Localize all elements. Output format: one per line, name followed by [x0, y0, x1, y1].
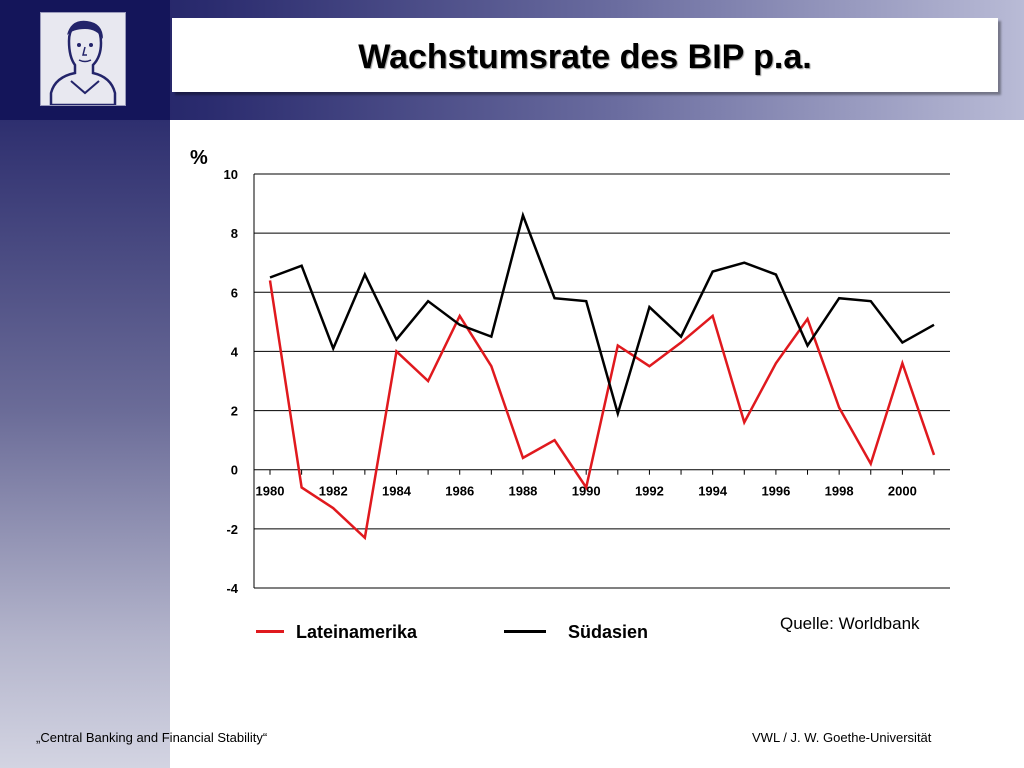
- title-box: Wachstumsrate des BIP p.a.: [172, 18, 998, 92]
- x-tick-label: 2000: [888, 484, 917, 499]
- series-line-lateinamerika: [268, 280, 936, 541]
- x-tick-label: 1984: [382, 484, 412, 499]
- x-tick-label: 1992: [635, 484, 664, 499]
- legend-line-suedasien: [504, 630, 546, 633]
- goethe-portrait-icon: [40, 12, 126, 107]
- x-tick-label: 1996: [761, 484, 790, 499]
- line-chart: -4 -2 0 2 4 6 8 10% 1980 1982 1984 1986 1988 1990 1992…: [190, 147, 950, 596]
- x-tick-label: 1982: [319, 484, 348, 499]
- x-tick-label: 1986: [445, 484, 474, 499]
- y-tick-label: -4: [226, 581, 238, 596]
- legend-label-lateinamerika: Lateinamerika: [296, 622, 418, 642]
- source-note: Quelle: Worldbank: [780, 614, 920, 633]
- footer-institution: VWL / J. W. Goethe-Universität: [752, 730, 932, 745]
- x-tick-label: 1994: [698, 484, 728, 499]
- footer-course-title: „Central Banking and Financial Stability…: [36, 730, 268, 745]
- y-tick-label: 10: [224, 167, 238, 182]
- x-tick-label: 1998: [825, 484, 854, 499]
- y-tick-label: 6: [231, 285, 238, 300]
- x-tick-label: 1980: [256, 484, 285, 499]
- sidebar-band: [0, 120, 170, 768]
- series-line-suedasien: [269, 211, 935, 419]
- y-tick-label: 4: [231, 344, 239, 359]
- y-tick-label: 8: [231, 226, 238, 241]
- y-tick-label: 0: [231, 463, 238, 478]
- logo-area: [0, 0, 170, 120]
- page-title: Wachstumsrate des BIP p.a.: [358, 38, 812, 76]
- legend-label-suedasien: Südasien: [568, 622, 649, 642]
- legend-line-lateinamerika: [256, 630, 284, 633]
- y-axis-label: %: [190, 147, 208, 169]
- x-tick-label: 1990: [572, 484, 601, 499]
- y-tick-label: -2: [226, 522, 238, 537]
- y-tick-label: 2: [231, 404, 238, 419]
- x-tick-label: 1988: [508, 484, 537, 499]
